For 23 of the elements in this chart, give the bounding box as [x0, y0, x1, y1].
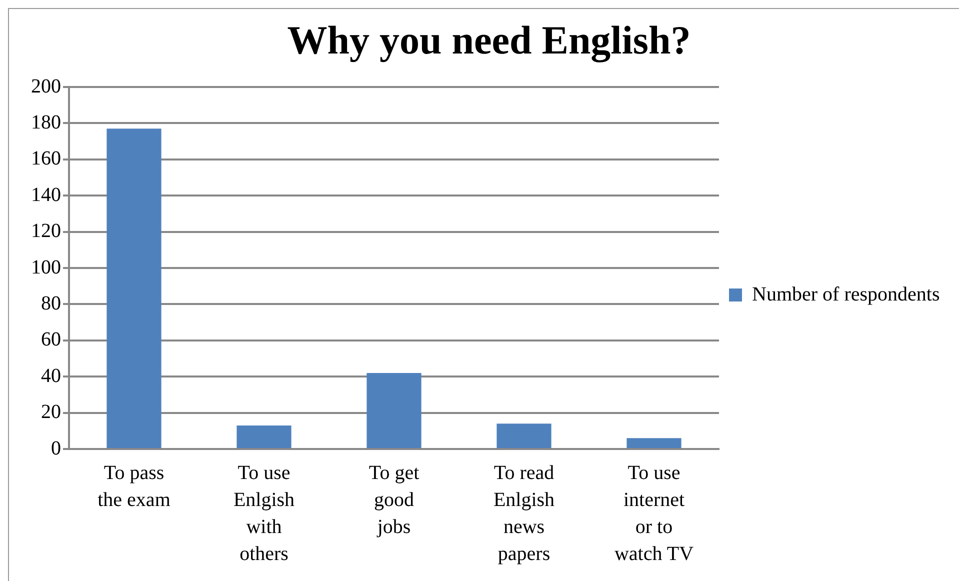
x-tick-label: To pass the exam: [98, 462, 171, 511]
y-tick-label: 20: [41, 401, 61, 424]
chart-title: Why you need English?: [287, 17, 691, 62]
bar: [496, 424, 552, 448]
y-tick-label: 60: [41, 328, 61, 351]
bar: [626, 438, 682, 448]
y-tick-label: 200: [31, 75, 61, 98]
y-tick-label: 140: [31, 184, 61, 206]
bar: [236, 425, 292, 448]
legend-label: Number of respondents: [752, 283, 940, 306]
y-tick-label: 0: [51, 437, 61, 460]
y-tick-label: 160: [31, 148, 61, 170]
x-tick-label: To read Enlgish news papers: [493, 462, 555, 565]
x-tick-label: To use Enlgish with others: [233, 462, 295, 565]
y-tick-label: 100: [31, 256, 61, 278]
x-tick-label: To get good jobs: [368, 462, 420, 538]
y-tick-label: 80: [41, 292, 61, 314]
y-tick-label: 120: [31, 220, 61, 242]
bar: [366, 372, 422, 448]
y-tick-label: 180: [31, 111, 61, 134]
y-tick-label: 40: [41, 364, 61, 387]
bar: [106, 128, 162, 448]
x-tick-label: To use internet or to watch TV: [614, 462, 694, 565]
